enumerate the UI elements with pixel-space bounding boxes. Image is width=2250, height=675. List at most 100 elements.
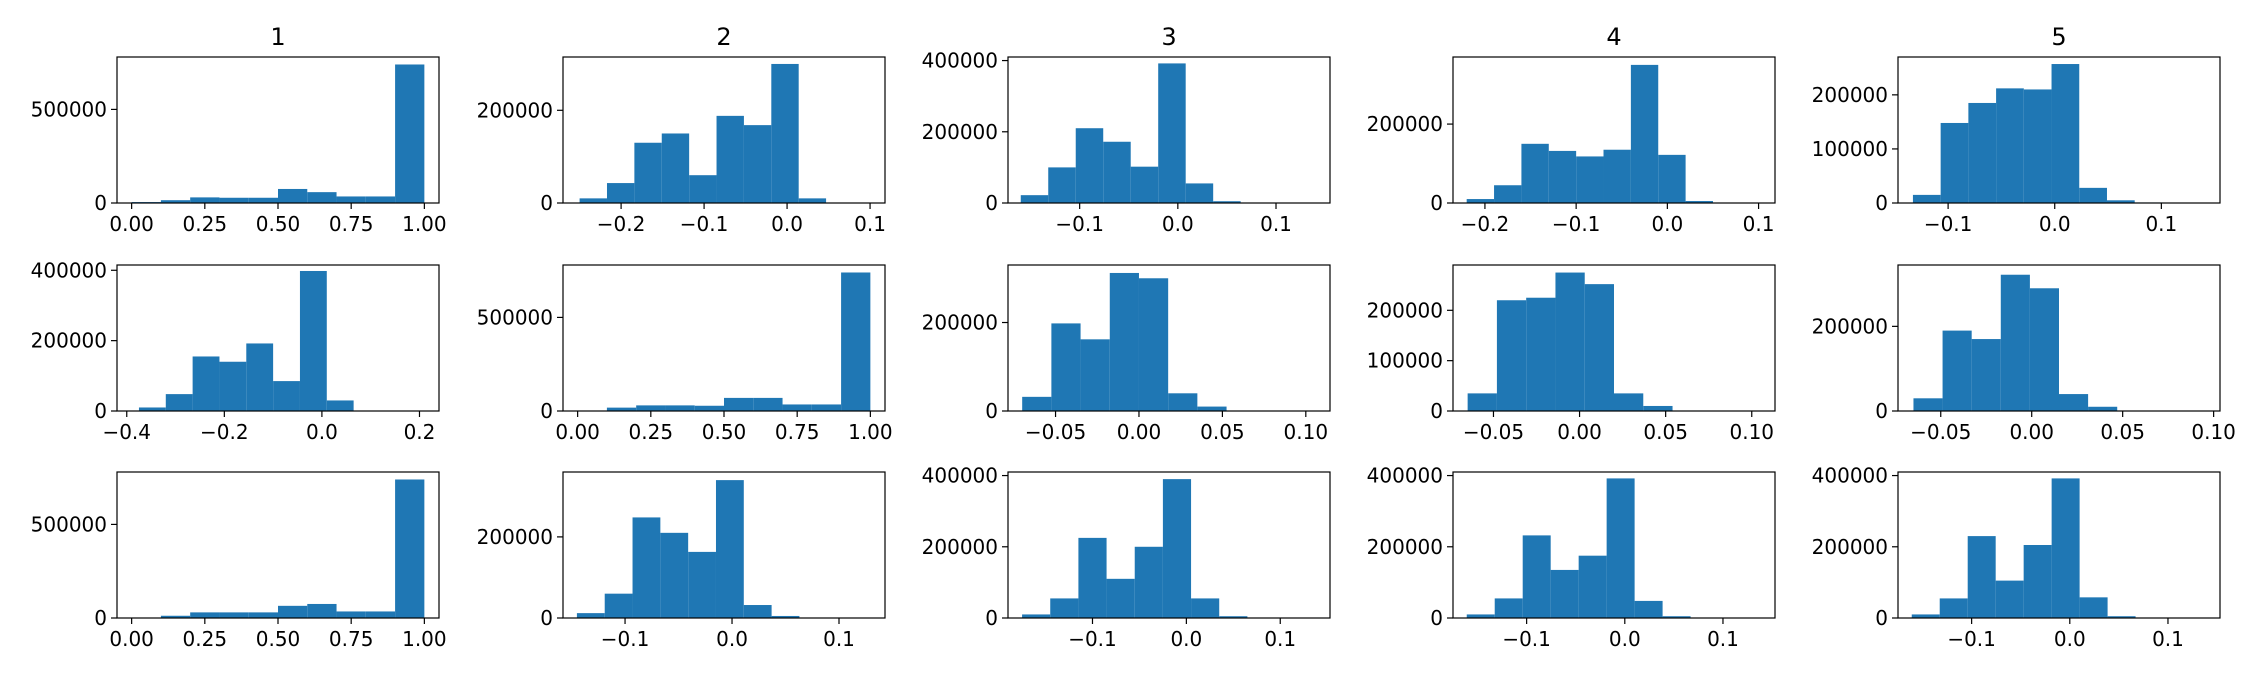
histogram-bar — [299, 270, 327, 411]
histogram-panel: −0.2 −0.1 0.0 0.1 0 200000 — [1367, 56, 1776, 236]
x-tick-label: 0.0 — [1170, 627, 1202, 651]
y-tick-label: 200000 — [922, 535, 998, 559]
column-titles: 1 2 3 4 5 — [270, 23, 2066, 51]
histogram-panel: 0.00 0.25 0.50 0.75 1.00 0 500000 — [31, 56, 447, 236]
x-tick-label: 0.00 — [109, 212, 154, 236]
histogram-bar — [1643, 405, 1673, 411]
column-title: 4 — [1606, 23, 1621, 51]
x-tick-label: 0.50 — [256, 212, 301, 236]
histogram-panel: −0.1 0.0 0.1 0 200000 400000 — [1367, 464, 1776, 651]
y-tick-label: 200000 — [1812, 535, 1888, 559]
y-tick-label: 200000 — [477, 525, 553, 549]
x-tick-label: 0.50 — [256, 627, 301, 651]
histogram-bar — [1630, 64, 1659, 203]
histogram-bar — [1051, 323, 1081, 411]
x-tick-label: −0.1 — [1068, 627, 1117, 651]
histogram-bars — [1020, 63, 1296, 203]
y-tick-label: 100000 — [1367, 349, 1443, 373]
histogram-panel: −0.1 0.0 0.1 0 200000 400000 — [1812, 464, 2221, 651]
x-tick-label: 0.25 — [183, 212, 228, 236]
histogram-bar — [1080, 339, 1110, 411]
histogram-panel: −0.05 0.00 0.05 0.10 0 200000 — [922, 264, 1331, 444]
y-tick-label: 400000 — [922, 464, 998, 488]
axes-frame — [1007, 56, 1331, 204]
y-tick-label: 400000 — [1812, 464, 1888, 488]
x-tick-label: −0.05 — [1463, 420, 1524, 444]
histogram-bar — [1967, 536, 1996, 618]
histogram-bar — [138, 407, 166, 411]
x-tick-label: −0.2 — [200, 420, 249, 444]
histogram-bar — [2023, 545, 2052, 618]
histogram-bar — [190, 197, 220, 203]
x-tick-label: 0.0 — [771, 212, 803, 236]
histogram-bar — [1555, 272, 1585, 411]
histogram-bar — [1219, 616, 1248, 618]
axes-frame — [1007, 471, 1331, 619]
histogram-bar — [2023, 89, 2052, 203]
histogram-bar — [1939, 598, 1968, 618]
histogram-bar — [248, 197, 278, 203]
y-tick-label: 0 — [1430, 399, 1443, 423]
histogram-bar — [2029, 288, 2059, 411]
histogram-bar — [307, 603, 337, 618]
x-tick-label: −0.1 — [601, 627, 650, 651]
histogram-bar — [753, 397, 783, 411]
histogram-bar — [1603, 149, 1631, 203]
histogram-bar — [689, 175, 717, 203]
x-tick-label: 0.1 — [1743, 212, 1775, 236]
histogram-bar — [1968, 102, 1997, 203]
axes-frame — [116, 471, 440, 619]
histogram-bar — [1191, 598, 1220, 618]
histogram-bar — [841, 272, 871, 411]
histogram-bar — [1109, 272, 1139, 411]
y-tick-label: 0 — [985, 399, 998, 423]
histogram-bar — [219, 361, 247, 411]
x-tick-label: 0.1 — [854, 212, 886, 236]
histogram-bars — [138, 270, 408, 411]
histogram-bar — [724, 397, 754, 411]
histogram-bar — [192, 356, 220, 411]
histogram-bar — [1048, 167, 1076, 203]
histogram-bar — [1103, 141, 1131, 203]
axes-frame — [562, 471, 886, 619]
histogram-bar — [1942, 330, 1972, 411]
x-tick-label: 0.75 — [329, 627, 374, 651]
y-tick-label: 200000 — [477, 98, 553, 122]
y-tick-label: 200000 — [1812, 314, 1888, 338]
x-tick-label: 0.75 — [775, 420, 820, 444]
histogram-bar — [2079, 187, 2107, 203]
histogram-bar — [1522, 535, 1551, 618]
y-tick-label: 500000 — [31, 512, 107, 536]
histogram-bar — [248, 612, 278, 618]
histogram-bar — [2000, 274, 2030, 411]
histogram-bar — [771, 615, 800, 618]
x-tick-label: 0.1 — [1264, 627, 1296, 651]
histogram-bar — [1578, 555, 1607, 618]
histogram-bar — [1606, 478, 1635, 618]
histogram-panel: −0.05 0.00 0.05 0.10 0 100000 200000 — [1367, 264, 1776, 444]
x-tick-label: 0.05 — [2100, 420, 2145, 444]
x-tick-label: 0.0 — [2054, 627, 2086, 651]
x-tick-label: −0.05 — [1025, 420, 1086, 444]
histogram-bar — [336, 196, 366, 203]
histogram-bar — [219, 612, 249, 618]
histogram-bar — [1658, 154, 1686, 203]
x-tick-label: 0.05 — [1643, 420, 1688, 444]
x-tick-label: −0.4 — [102, 420, 151, 444]
x-tick-label: 0.05 — [1200, 420, 1245, 444]
x-tick-label: 1.00 — [848, 420, 893, 444]
histogram-bar — [743, 605, 772, 618]
axes-frame — [1897, 471, 2221, 619]
histogram-bar — [1996, 88, 2024, 203]
histogram-bar — [365, 611, 396, 618]
x-tick-label: 0.1 — [2152, 627, 2184, 651]
histogram-bars — [1022, 272, 1315, 411]
histogram-bars — [131, 64, 425, 203]
axes-frame — [1007, 264, 1331, 412]
histogram-bar — [1138, 278, 1169, 411]
histogram-bar — [1995, 580, 2024, 618]
histogram-bar — [1075, 128, 1104, 203]
x-tick-label: 0.10 — [2191, 420, 2236, 444]
